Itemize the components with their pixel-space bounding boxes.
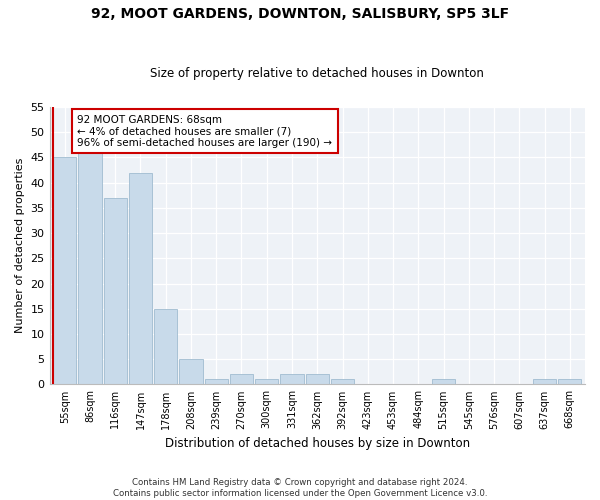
Bar	[205, 380, 228, 384]
Y-axis label: Number of detached properties: Number of detached properties	[15, 158, 25, 334]
Bar	[255, 380, 278, 384]
Bar	[533, 380, 556, 384]
X-axis label: Distribution of detached houses by size in Downton: Distribution of detached houses by size …	[165, 437, 470, 450]
Bar	[230, 374, 253, 384]
Bar	[79, 152, 101, 384]
Bar	[179, 359, 203, 384]
Text: 92, MOOT GARDENS, DOWNTON, SALISBURY, SP5 3LF: 92, MOOT GARDENS, DOWNTON, SALISBURY, SP…	[91, 8, 509, 22]
Bar	[558, 380, 581, 384]
Bar	[129, 172, 152, 384]
Bar	[280, 374, 304, 384]
Bar	[104, 198, 127, 384]
Title: Size of property relative to detached houses in Downton: Size of property relative to detached ho…	[151, 66, 484, 80]
Text: 92 MOOT GARDENS: 68sqm
← 4% of detached houses are smaller (7)
96% of semi-detac: 92 MOOT GARDENS: 68sqm ← 4% of detached …	[77, 114, 332, 148]
Bar	[53, 158, 76, 384]
Bar	[305, 374, 329, 384]
Bar	[154, 309, 178, 384]
Bar	[432, 380, 455, 384]
Text: Contains HM Land Registry data © Crown copyright and database right 2024.
Contai: Contains HM Land Registry data © Crown c…	[113, 478, 487, 498]
Bar	[331, 380, 354, 384]
